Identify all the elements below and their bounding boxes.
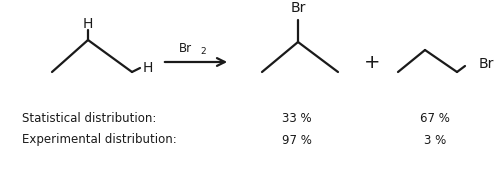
Text: Br: Br — [179, 42, 192, 54]
Text: Br: Br — [479, 57, 494, 71]
Text: H: H — [83, 17, 93, 31]
Text: Br: Br — [290, 1, 306, 15]
Text: 33 %: 33 % — [282, 112, 312, 125]
Text: H: H — [143, 61, 153, 75]
Text: 97 %: 97 % — [282, 134, 312, 146]
Text: Experimental distribution:: Experimental distribution: — [22, 134, 177, 146]
Text: 67 %: 67 % — [420, 112, 450, 125]
Text: 2: 2 — [200, 47, 205, 55]
Text: +: + — [364, 52, 380, 71]
Text: 3 %: 3 % — [424, 134, 446, 146]
Text: Statistical distribution:: Statistical distribution: — [22, 112, 156, 125]
